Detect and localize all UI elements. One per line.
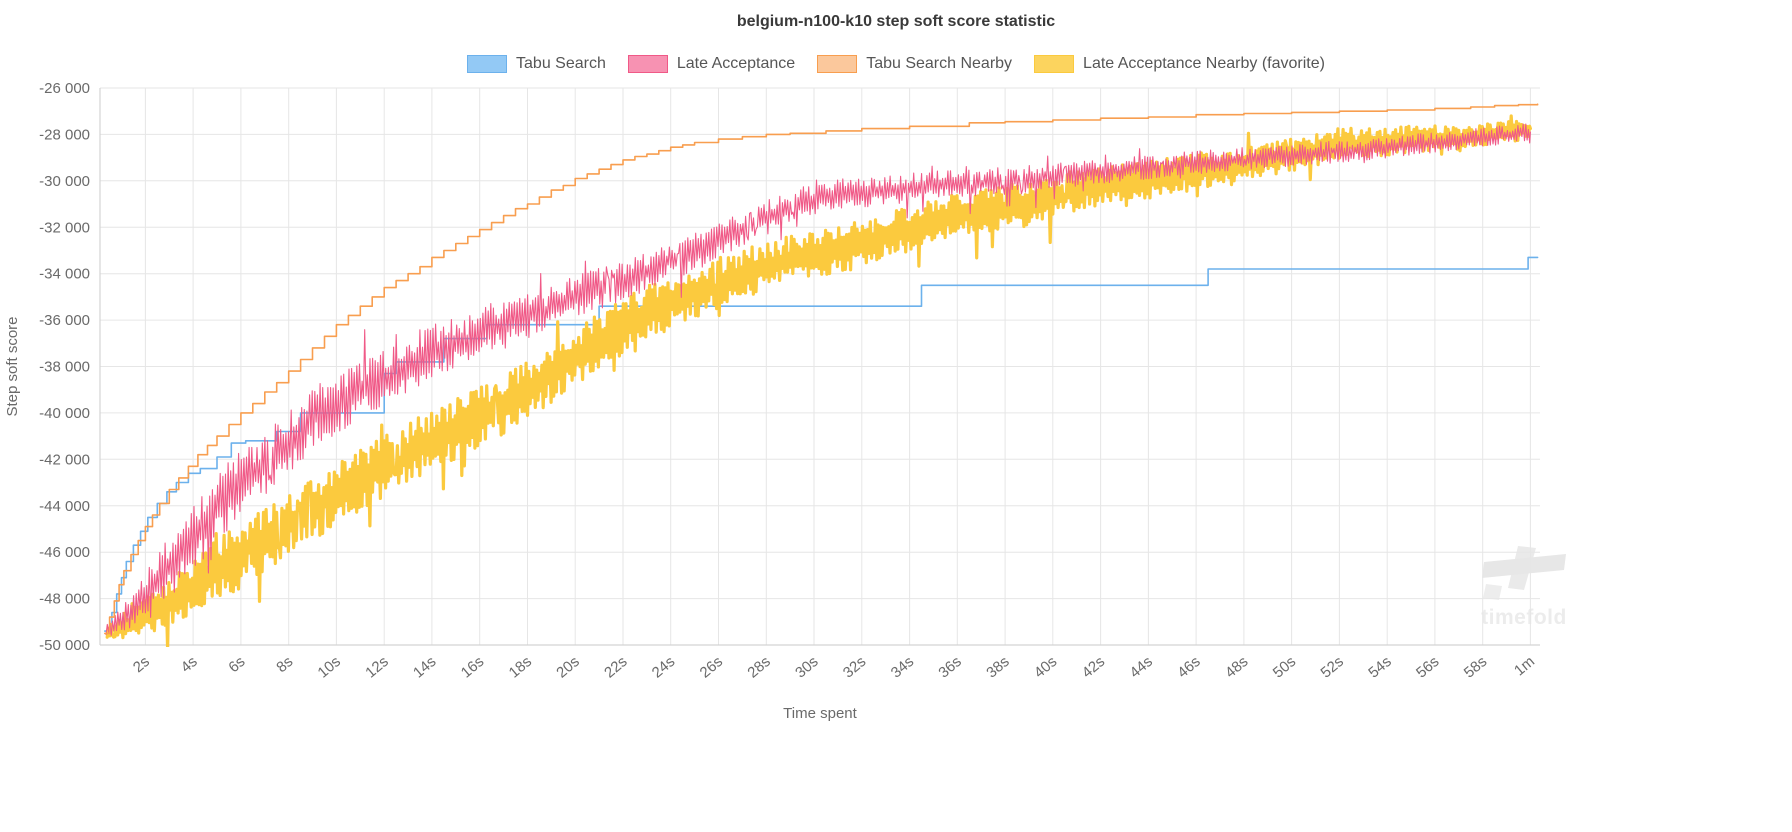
x-tick-label: 38s — [983, 653, 1012, 682]
watermark-logo: timefold — [1481, 546, 1567, 629]
legend-item-2[interactable]: Tabu Search Nearby — [817, 55, 1012, 73]
x-tick-label: 20s — [553, 653, 582, 682]
legend-swatch — [627, 55, 668, 73]
x-tick-label: 8s — [273, 653, 296, 676]
y-axis-title: Step soft score — [4, 316, 21, 416]
y-tick-label: -48 000 — [39, 591, 90, 608]
x-tick-label: 54s — [1365, 653, 1394, 682]
x-axis-title: Time spent — [783, 705, 857, 722]
y-tick-label: -32 000 — [39, 219, 90, 236]
x-tick-label: 26s — [697, 653, 726, 682]
legend-item-0[interactable]: Tabu Search — [467, 55, 606, 73]
x-tick-label: 34s — [888, 653, 917, 682]
x-tick-label: 16s — [458, 653, 487, 682]
legend-swatch — [1034, 55, 1075, 73]
x-tick-label: 36s — [935, 653, 964, 682]
legend-swatch — [817, 55, 858, 73]
legend-item-1[interactable]: Late Acceptance — [627, 55, 796, 73]
y-tick-label: -44 000 — [39, 498, 90, 515]
x-tick-label: 4s — [178, 653, 201, 676]
x-tick-label: 6s — [225, 653, 248, 676]
y-tick-label: -50 000 — [39, 637, 90, 654]
legend-label: Late Acceptance Nearby (favorite) — [1083, 55, 1325, 72]
y-tick-label: -26 000 — [39, 80, 90, 97]
legend-label: Late Acceptance — [676, 55, 796, 72]
x-tick-label: 50s — [1270, 653, 1299, 682]
watermark-glyph — [1482, 554, 1566, 578]
y-tick-label: -46 000 — [39, 544, 90, 561]
x-tick-label: 18s — [506, 653, 535, 682]
x-tick-label: 32s — [840, 653, 869, 682]
chart-legend: Tabu Search Late Acceptance Tabu Search Ne… — [0, 55, 1792, 73]
watermark-text: timefold — [1481, 606, 1567, 629]
y-tick-label: -42 000 — [39, 451, 90, 468]
x-tick-label: 52s — [1318, 653, 1347, 682]
legend-label: Tabu Search Nearby — [866, 55, 1013, 72]
x-tick-label: 56s — [1413, 653, 1442, 682]
x-tick-label: 22s — [601, 653, 630, 682]
y-tick-label: -30 000 — [39, 173, 90, 190]
x-tick-label: 40s — [1031, 653, 1060, 682]
x-tick-label: 2s — [130, 653, 153, 676]
x-tick-label: 30s — [792, 653, 821, 682]
y-tick-label: -40 000 — [39, 405, 90, 422]
legend-swatch — [467, 55, 508, 73]
legend-label: Tabu Search — [516, 55, 606, 72]
x-tick-label: 10s — [315, 653, 344, 682]
series-group — [104, 103, 1539, 647]
y-tick-label: -36 000 — [39, 312, 90, 329]
series-line-tabu-search — [104, 256, 1539, 632]
y-tick-label: -38 000 — [39, 359, 90, 376]
series-line-late-acceptance — [105, 123, 1531, 636]
watermark-glyph — [1483, 584, 1502, 600]
x-tick-label: 24s — [649, 653, 678, 682]
y-tick-label: -28 000 — [39, 126, 90, 143]
chart-title: belgium-n100-k10 step soft score statist… — [736, 13, 1056, 30]
x-tick-label: 14s — [410, 653, 439, 682]
x-tick-label: 12s — [362, 653, 391, 682]
x-tick-label: 28s — [744, 653, 773, 682]
x-tick-label: 42s — [1079, 653, 1108, 682]
x-tick-label: 1m — [1511, 653, 1538, 679]
y-tick-label: -34 000 — [39, 266, 90, 283]
x-tick-label: 58s — [1461, 653, 1490, 682]
x-tick-label: 46s — [1174, 653, 1203, 682]
legend-item-3[interactable]: Late Acceptance Nearby (favorite) — [1034, 55, 1325, 73]
x-tick-label: 48s — [1222, 653, 1251, 682]
x-tick-label: 44s — [1127, 653, 1156, 682]
series-line-tabu-search-nearby — [104, 103, 1539, 635]
